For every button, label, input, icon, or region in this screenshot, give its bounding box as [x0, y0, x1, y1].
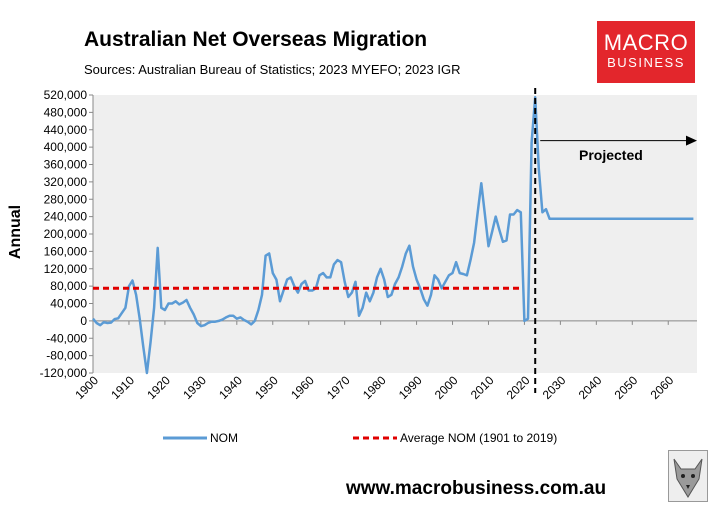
- x-tick-label: 2000: [432, 373, 461, 402]
- x-tick-label: 2010: [468, 373, 497, 402]
- x-tick-label: 1980: [360, 373, 389, 402]
- wolf-logo-icon: [668, 450, 708, 502]
- y-tick-label: 120,000: [44, 262, 88, 276]
- y-tick-label: -80,000: [46, 349, 87, 363]
- y-tick-label: 160,000: [44, 244, 88, 258]
- y-axis: -120,000 -80,000 -40,000 0 40,000 80,000 120,0…: [40, 88, 94, 380]
- y-tick-label: -120,000: [40, 366, 88, 380]
- y-tick-label: 320,000: [44, 175, 88, 189]
- x-tick-label: 1960: [288, 373, 317, 402]
- macrobusiness-logo: MACRO BUSINESS: [597, 21, 695, 83]
- projection-arrowhead: [686, 135, 697, 146]
- y-tick-label: 280,000: [44, 192, 88, 206]
- projected-label: Projected: [579, 147, 643, 163]
- nom-line: [92, 95, 694, 375]
- y-tick-label: 200,000: [44, 227, 88, 241]
- x-tick-label: 1970: [324, 373, 353, 402]
- chart-subtitle: Sources: Australian Bureau of Statistics…: [84, 62, 461, 77]
- chart-title: Australian Net Overseas Migration: [84, 28, 428, 51]
- plot-area: [93, 95, 697, 373]
- y-tick-label: 400,000: [44, 140, 88, 154]
- y-tick-label: 0: [80, 314, 87, 328]
- x-tick-label: 1940: [216, 373, 245, 402]
- y-tick-label: 520,000: [44, 88, 88, 102]
- y-tick-label: 240,000: [44, 210, 88, 224]
- x-tick-label: 1920: [144, 373, 173, 402]
- y-tick-label: 480,000: [44, 105, 88, 119]
- legend-label: Average NOM (1901 to 2019): [400, 431, 557, 445]
- x-tick-label: 1930: [180, 373, 209, 402]
- x-tick-label: 2050: [612, 373, 641, 402]
- x-tick-label: 2040: [576, 373, 605, 402]
- x-tick-label: 2020: [504, 373, 533, 402]
- x-tick-label: 1990: [396, 373, 425, 402]
- series-layer: [92, 95, 694, 375]
- y-tick-label: 40,000: [50, 297, 87, 311]
- legend: NOM Average NOM (1901 to 2019): [163, 431, 557, 445]
- x-tick-label: 2060: [648, 373, 677, 402]
- y-axis-label: Annual: [7, 205, 24, 259]
- logo-line2: BUSINESS: [607, 55, 685, 70]
- x-tick-label: 2030: [540, 373, 569, 402]
- annotation-layer: Projected: [534, 88, 697, 393]
- x-tick-label: 1950: [252, 373, 281, 402]
- x-tick-label: 1910: [108, 373, 137, 402]
- website-url: www.macrobusiness.com.au: [346, 478, 607, 499]
- logo-line1: MACRO: [603, 30, 689, 55]
- legend-label: NOM: [210, 431, 238, 445]
- y-tick-label: 80,000: [50, 279, 87, 293]
- y-tick-label: -40,000: [46, 331, 87, 345]
- y-tick-label: 360,000: [44, 158, 88, 172]
- y-tick-label: 440,000: [44, 123, 88, 137]
